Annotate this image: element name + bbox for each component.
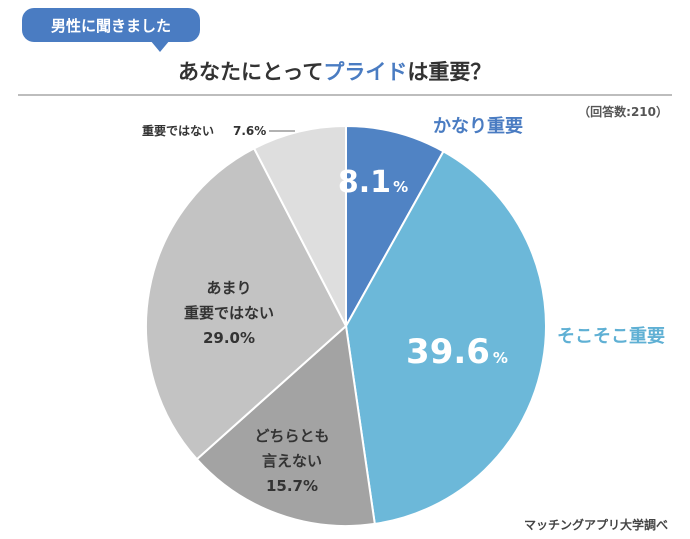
title-prefix: あなたにとって: [178, 60, 324, 84]
title-suffix: は重要？: [407, 60, 492, 84]
pie-slices: [145, 124, 547, 527]
slice-value-amari: 29.0%: [203, 329, 255, 347]
slice-value-juuyou-dewanai: 7.6%: [233, 124, 266, 138]
data-source: マッチングアプリ大学調べ: [523, 518, 668, 532]
pie-slice-juuyou-dewanai: [252, 124, 347, 327]
title-divider: [18, 94, 672, 96]
pie-slice-kanari-juuyou: [345, 124, 445, 330]
respondent-count: （回答数:210）: [578, 105, 668, 119]
slice-label-sokosoko-juuyou: そこそこ重要: [557, 325, 665, 347]
slice-label-dochira-line1: どちらとも: [254, 427, 329, 445]
survey-target-bubble: 男性に聞きました: [22, 8, 200, 42]
slice-label-dochira-line2: 言えない: [262, 452, 322, 470]
bubble-text: 男性に聞きました: [50, 16, 171, 35]
slice-label-amari-line1: あまり: [206, 279, 251, 297]
slice-label-kanari-juuyou: かなり重要: [433, 115, 523, 137]
bubble-tail: [150, 40, 170, 52]
pie-slice-amari-juuyou-dewanai: [145, 147, 348, 461]
chart-title: あなたにとってプライドは重要？: [178, 56, 491, 86]
pie-slice-dochira-tomo-ienai: [195, 324, 376, 527]
slice-value-dochira: 15.7%: [266, 477, 318, 495]
slice-label-amari-line2: 重要ではない: [184, 304, 274, 322]
slice-value-kanari-juuyou: 8.1%: [338, 165, 408, 200]
slice-value-sokosoko-juuyou: 39.6%: [406, 332, 508, 372]
slice-label-juuyou-dewanai: 重要ではない: [142, 123, 214, 138]
pie-slice-sokosoko-juuyou: [344, 149, 547, 526]
title-highlight: プライド: [323, 60, 408, 84]
